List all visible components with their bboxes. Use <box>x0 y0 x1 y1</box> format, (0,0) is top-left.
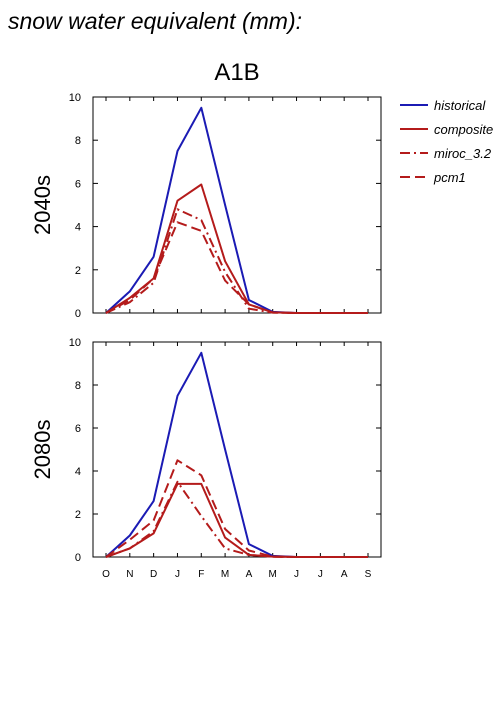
y-tick-label: 6 <box>75 178 81 190</box>
legend-label-miroc_3.2: miroc_3.2 <box>434 146 492 161</box>
series-line-miroc_3.2 <box>105 208 368 314</box>
panel-label: 2080s <box>30 420 55 480</box>
x-tick-label: J <box>175 569 180 580</box>
x-tick-label: M <box>269 569 277 580</box>
x-tick-label: S <box>365 569 372 580</box>
y-tick-label: 4 <box>75 466 81 478</box>
panel-2040s: 0 2 4 6 8 10 2040s <box>30 92 382 320</box>
legend-label-pcm1: pcm1 <box>433 170 466 185</box>
legend: historical composite miroc_3.2 pcm1 <box>400 98 493 185</box>
series-line-pcm1 <box>105 221 368 314</box>
scenario-label: A1B <box>214 59 259 86</box>
y-tick-label: 4 <box>75 222 81 234</box>
y-tick-label: 0 <box>75 308 81 320</box>
panel-2080s: 0 2 4 6 8 10 O N D J F M A M J J A S 2080s <box>30 337 382 580</box>
y-tick-label: 10 <box>69 92 81 104</box>
legend-label-historical: historical <box>434 98 486 113</box>
y-tick-label: 2 <box>75 509 81 521</box>
series-line-miroc_3.2 <box>105 480 368 558</box>
x-tick-label: O <box>102 569 110 580</box>
x-tick-label: F <box>198 569 204 580</box>
legend-label-composite: composite <box>434 122 493 137</box>
x-tick-label: A <box>341 569 348 580</box>
y-tick-label: 6 <box>75 423 81 435</box>
y-tick-label: 10 <box>69 337 81 349</box>
y-tick-label: 8 <box>75 380 81 392</box>
x-tick-label: A <box>246 569 253 580</box>
series-line-pcm1 <box>105 459 368 558</box>
x-tick-label: J <box>294 569 299 580</box>
x-tick-label: D <box>150 569 157 580</box>
panel-label: 2040s <box>30 175 55 235</box>
x-tick-label: J <box>318 569 323 580</box>
chart-title: snow water equivalent (mm): <box>8 8 302 34</box>
x-tick-label: N <box>126 569 133 580</box>
plot-frame <box>92 341 382 558</box>
y-tick-label: 0 <box>75 552 81 564</box>
y-tick-label: 2 <box>75 265 81 277</box>
panels-layer: 0 2 4 6 8 10 2040s 0 2 4 6 8 10 O N D J F M A M J J A S 2080s <box>30 92 382 580</box>
y-tick-label: 8 <box>75 135 81 147</box>
plot-frame <box>92 96 382 314</box>
x-tick-label: M <box>221 569 229 580</box>
